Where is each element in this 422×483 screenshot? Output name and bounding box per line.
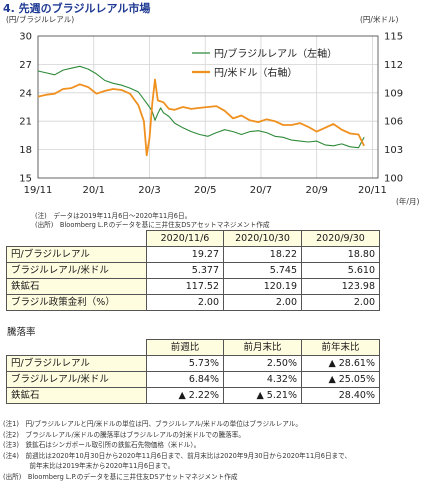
right-tick-label: 100	[384, 174, 403, 185]
price-table-header: 2020/11/6 2020/10/30 2020/9/30	[6, 230, 380, 247]
legend-label: 円/米ドル（右軸）	[214, 66, 297, 79]
rate-table: 前週比 前月末比 前年末比 円/ブラジルレアル 5.73% 2.50% ▲ 28…	[6, 339, 380, 404]
table-cell: 120.19	[223, 278, 302, 295]
row-label: ブラジルレアル/米ドル	[6, 262, 147, 279]
table-cell: 4.32%	[223, 371, 302, 388]
x-axis-unit: (年/月)	[396, 196, 419, 206]
table-cell: 123.98	[301, 278, 380, 295]
legend-label: 円/ブラジルレアル（左軸）	[214, 47, 337, 60]
right-tick-label: 103	[384, 145, 403, 156]
table-cell: 6.84%	[146, 371, 224, 388]
x-tick-label: 19/11	[24, 185, 53, 196]
left-tick-label: 30	[19, 32, 32, 43]
table-cell: 117.52	[146, 278, 224, 295]
left-tick-label: 27	[19, 60, 32, 71]
table-cell: 28.40%	[301, 387, 380, 404]
x-tick-label: 20/7	[250, 185, 272, 196]
chart-note: (注) データは2019年11月6日～2020年11月6日。	[35, 212, 192, 220]
row-label: 鉄鉱石	[6, 278, 147, 295]
table-row: ブラジル政策金利（%） 2.00 2.00 2.00	[6, 294, 380, 311]
rate-table-title: 騰落率	[7, 327, 36, 338]
x-tick-label: 20/5	[194, 185, 216, 196]
left-tick-label: 21	[19, 117, 32, 128]
table-cell: ▲ 28.61%	[301, 355, 380, 372]
right-tick-label: 115	[384, 32, 403, 43]
price-table-corner	[6, 230, 147, 247]
row-label: 円/ブラジルレアル	[6, 246, 147, 263]
table-cell: 18.80	[301, 246, 380, 263]
rate-col-header: 前週比	[146, 339, 224, 356]
table-cell: 19.27	[146, 246, 224, 263]
table-cell: 18.22	[223, 246, 302, 263]
table-row: 円/ブラジルレアル 5.73% 2.50% ▲ 28.61%	[6, 355, 380, 372]
series-line-jpy-usd	[37, 78, 365, 157]
left-tick-label: 24	[19, 88, 32, 99]
x-tick-label: 20/1	[83, 185, 105, 196]
footnote: (注4) 前週比は2020年10月30日から2020年11月6日まで、前月末比は…	[3, 451, 352, 460]
chart-source: (出所) Bloomberg L.P.のデータを基に三井住友DSアセットマネジメ…	[35, 221, 270, 229]
table-cell: 5.610	[301, 262, 380, 279]
table-cell: 5.745	[223, 262, 302, 279]
footnote: 前年末比は2019年末から2020年11月6日まで。	[3, 462, 175, 470]
table-cell: ▲ 2.22%	[146, 387, 224, 404]
x-tick-label: 20/9	[305, 185, 327, 196]
price-table: 2020/11/6 2020/10/30 2020/9/30 円/ブラジルレアル…	[6, 230, 380, 311]
right-tick-label: 106	[384, 117, 403, 128]
table-row: 円/ブラジルレアル 19.27 18.22 18.80	[6, 246, 380, 263]
right-tick-label: 109	[384, 88, 403, 99]
left-axis-unit: (円/ブラジルレアル)	[6, 15, 75, 24]
rate-col-header: 前年末比	[301, 339, 380, 356]
fx-line-chart: 15 18 21 24 27 30 100 103 106 109 112 115 19/11 20/1 2…	[19, 32, 419, 207]
right-axis-unit: (円/米ドル)	[360, 15, 399, 24]
footnote: (注1) 円/ブラジルレアルと円/米ドルの単位は円、ブラジルレアル/米ドルの単位…	[3, 420, 302, 428]
footnotes: (注1) 円/ブラジルレアルと円/米ドルの単位は円、ブラジルレアル/米ドルの単位…	[3, 419, 351, 482]
plot-frame	[37, 35, 379, 179]
price-col-header: 2020/11/6	[146, 230, 224, 247]
page-title: 4. 先週のブラジルレアル市場	[3, 2, 151, 15]
rate-table-header: 前週比 前月末比 前年末比	[6, 339, 380, 356]
price-col-header: 2020/10/30	[223, 230, 302, 247]
table-row: ブラジルレアル/米ドル 6.84% 4.32% ▲ 25.05%	[6, 371, 380, 388]
series-line-jpy-brl	[37, 65, 365, 149]
row-label: ブラジル政策金利（%）	[6, 294, 147, 311]
rate-table-corner	[6, 339, 147, 356]
table-cell: 2.00	[146, 294, 224, 311]
x-tick-label: 20/3	[138, 185, 160, 196]
footnote: (出所) Bloomberg L.P.のデータを基に三井住友DSアセットマネジメ…	[3, 472, 238, 481]
table-cell: ▲ 25.05%	[301, 371, 380, 388]
x-tick-label: 20/11	[358, 185, 387, 196]
left-tick-label: 15	[19, 174, 32, 185]
table-cell: 2.50%	[223, 355, 302, 372]
left-tick-label: 18	[19, 145, 32, 156]
rate-col-header: 前月末比	[223, 339, 302, 356]
footnote: (注3) 鉄鉱石はシンガポール取引所の鉄鉱石先物価格（米ドル）。	[3, 441, 201, 449]
table-cell: ▲ 5.21%	[223, 387, 302, 404]
price-col-header: 2020/9/30	[301, 230, 380, 247]
table-cell: 5.377	[146, 262, 224, 279]
table-cell: 5.73%	[146, 355, 224, 372]
table-cell: 2.00	[301, 294, 380, 311]
table-row: 鉄鉱石 117.52 120.19 123.98	[6, 278, 380, 295]
right-tick-label: 112	[384, 60, 403, 71]
table-cell: 2.00	[223, 294, 302, 311]
row-label: 鉄鉱石	[6, 387, 147, 404]
row-label: 円/ブラジルレアル	[6, 355, 147, 372]
footnote: (注2) ブラジルレアル/米ドルの騰落率はブラジルレアルの対米ドルでの騰落率。	[3, 430, 245, 439]
row-label: ブラジルレアル/米ドル	[6, 371, 147, 388]
table-row: 鉄鉱石 ▲ 2.22% ▲ 5.21% 28.40%	[6, 387, 380, 404]
table-row: ブラジルレアル/米ドル 5.377 5.745 5.610	[6, 262, 380, 279]
